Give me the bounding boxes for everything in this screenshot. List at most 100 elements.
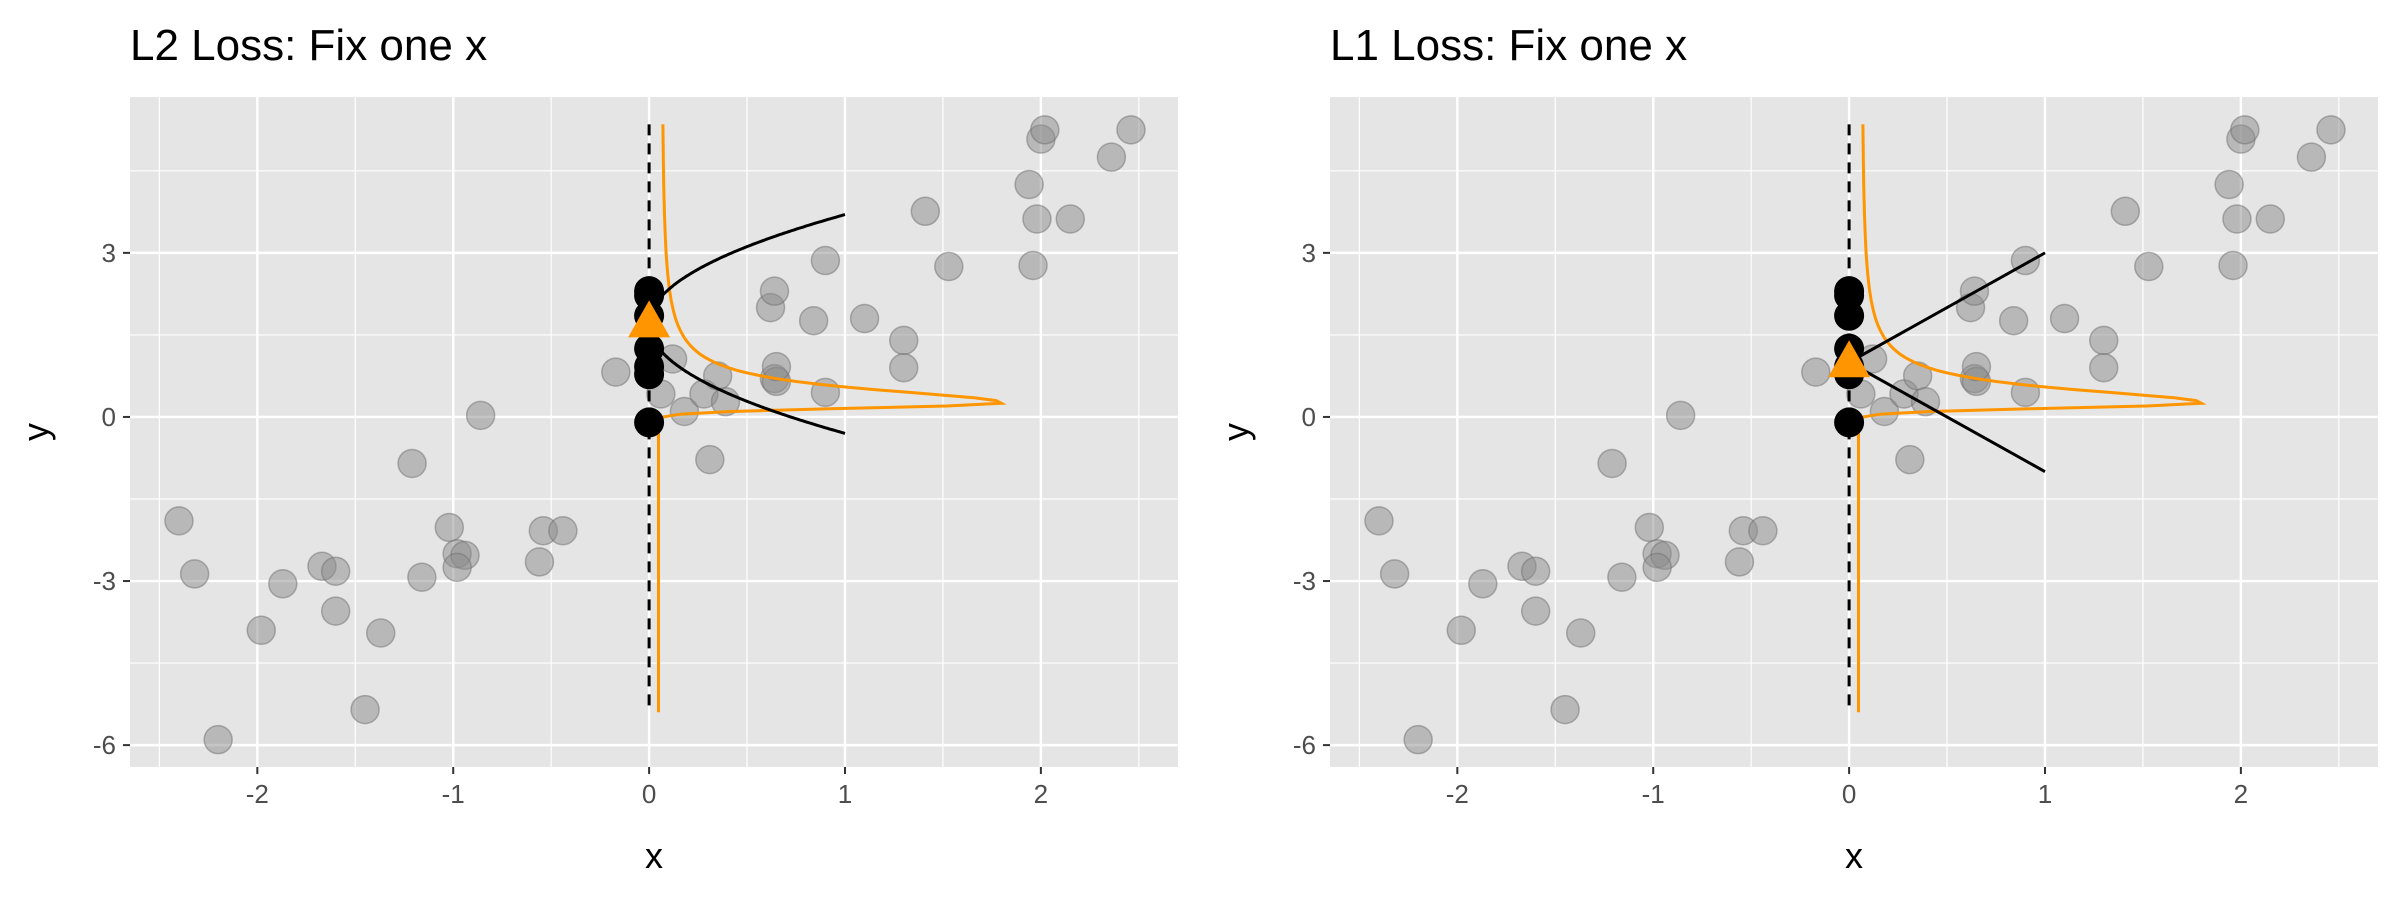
- data-point: [889, 325, 919, 356]
- x-axis-label: x: [1845, 835, 1863, 876]
- data-point: [1895, 444, 1925, 475]
- data-point: [889, 352, 919, 383]
- y-axis-label: y: [1215, 423, 1256, 441]
- data-point: [669, 396, 700, 427]
- panel-l2: -2 -1 0 1 2 -6 -3 0 3 L2 Loss: Fix one x x y: [15, 21, 1178, 876]
- data-point: [759, 276, 790, 306]
- data-point: [798, 305, 829, 336]
- data-point: [1055, 204, 1086, 234]
- data-point: [2255, 204, 2286, 234]
- data-point: [2049, 303, 2080, 334]
- data-point: [2218, 250, 2248, 281]
- data-point: [2230, 115, 2260, 145]
- loss-line-upper: [1848, 251, 2046, 364]
- fixed-x-point: [634, 333, 665, 364]
- x-tick-label: -2: [1446, 779, 1469, 809]
- data-point: [442, 552, 472, 583]
- data-point: [1364, 506, 1394, 536]
- data-point: [2134, 251, 2164, 282]
- y-tick-label: -3: [1293, 566, 1316, 596]
- x-axis-label: x: [645, 835, 663, 876]
- data-point: [1607, 562, 1637, 592]
- x-tick-label: -2: [246, 779, 269, 809]
- data-point: [434, 512, 465, 543]
- data-point: [2089, 352, 2119, 383]
- data-point: [164, 506, 194, 536]
- y-axis-label: y: [15, 423, 56, 441]
- data-point: [465, 400, 496, 431]
- y-tick-label: 0: [102, 402, 116, 432]
- data-point: [548, 515, 578, 546]
- loss-curve-lower: [647, 323, 846, 435]
- loss-line-lower: [1848, 360, 2046, 473]
- data-point: [1961, 351, 1992, 382]
- data-point: [1724, 547, 1755, 577]
- data-point: [320, 596, 351, 626]
- x-tick-label: 1: [838, 779, 852, 809]
- data-point: [320, 556, 351, 586]
- data-point: [397, 448, 427, 479]
- data-point: [1634, 512, 1665, 543]
- data-point: [1018, 250, 1048, 281]
- data-point: [407, 562, 437, 592]
- x-tick-label: -1: [1642, 779, 1665, 809]
- data-point: [849, 303, 880, 334]
- x-tick-label: 2: [2234, 779, 2248, 809]
- data-point: [1597, 448, 1627, 479]
- data-point: [1748, 515, 1778, 546]
- x-tick-label: 2: [1034, 779, 1048, 809]
- x-tick-label: -1: [442, 779, 465, 809]
- y-tick-label: 3: [1302, 238, 1316, 268]
- data-point: [1379, 559, 1410, 589]
- fixed-x-point: [634, 407, 665, 438]
- data-point: [1116, 115, 1146, 145]
- y-tick-label: -6: [93, 730, 116, 760]
- data-point: [1030, 115, 1060, 145]
- data-point: [365, 618, 396, 648]
- y-tick-label: 3: [102, 238, 116, 268]
- fixed-x-point: [634, 276, 665, 307]
- data-point: [246, 615, 276, 646]
- data-point: [1642, 552, 1672, 583]
- data-point: [1550, 694, 1580, 725]
- data-point: [2089, 325, 2119, 356]
- panel-l1: -2 -1 0 1 2 -6 -3 0 3 L1 Loss: Fix one x x y: [1215, 21, 2378, 876]
- data-point: [1014, 169, 1044, 200]
- data-point: [2110, 196, 2141, 227]
- data-point: [1520, 556, 1551, 586]
- y-tick-label: 0: [1302, 402, 1316, 432]
- x-tick-label: 0: [1842, 779, 1856, 809]
- data-point: [268, 569, 298, 599]
- data-point: [2222, 204, 2252, 234]
- data-point: [601, 357, 631, 387]
- x-tick-label: 1: [2038, 779, 2052, 809]
- data-point: [524, 547, 555, 577]
- chart-title: L2 Loss: Fix one x: [130, 21, 487, 70]
- data-point: [1869, 396, 1900, 427]
- data-point: [810, 245, 841, 276]
- data-point: [1565, 618, 1596, 648]
- data-point: [910, 196, 941, 227]
- minimizer-triangle: [628, 300, 671, 338]
- data-point: [1403, 724, 1433, 755]
- fixed-x-point: [1834, 407, 1865, 438]
- minimizer-triangle: [1828, 340, 1871, 378]
- x-tick-label: 0: [642, 779, 656, 809]
- y-tick-label: -3: [93, 566, 116, 596]
- data-point: [1022, 204, 1052, 234]
- data-point: [1665, 400, 1696, 431]
- data-point: [1446, 615, 1476, 646]
- data-point: [203, 724, 233, 755]
- data-point: [934, 251, 964, 282]
- data-point: [1801, 357, 1831, 387]
- chart-title: L1 Loss: Fix one x: [1330, 21, 1687, 70]
- data-point: [761, 351, 792, 382]
- fixed-x-point: [1834, 276, 1865, 307]
- data-point: [1096, 142, 1127, 172]
- data-point: [2296, 142, 2327, 172]
- data-point: [179, 559, 210, 589]
- data-point: [2214, 169, 2244, 200]
- data-point: [1998, 305, 2029, 336]
